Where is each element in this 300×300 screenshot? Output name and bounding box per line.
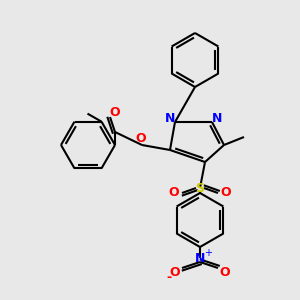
Text: N: N: [195, 251, 205, 265]
Text: S: S: [196, 182, 205, 194]
Text: O: O: [169, 187, 179, 200]
Text: N: N: [165, 112, 175, 125]
Text: -: -: [167, 271, 172, 284]
Text: O: O: [136, 133, 146, 146]
Text: O: O: [110, 106, 120, 118]
Text: +: +: [204, 248, 212, 258]
Text: O: O: [170, 266, 180, 278]
Text: O: O: [220, 266, 230, 278]
Text: N: N: [212, 112, 222, 125]
Text: O: O: [221, 187, 231, 200]
